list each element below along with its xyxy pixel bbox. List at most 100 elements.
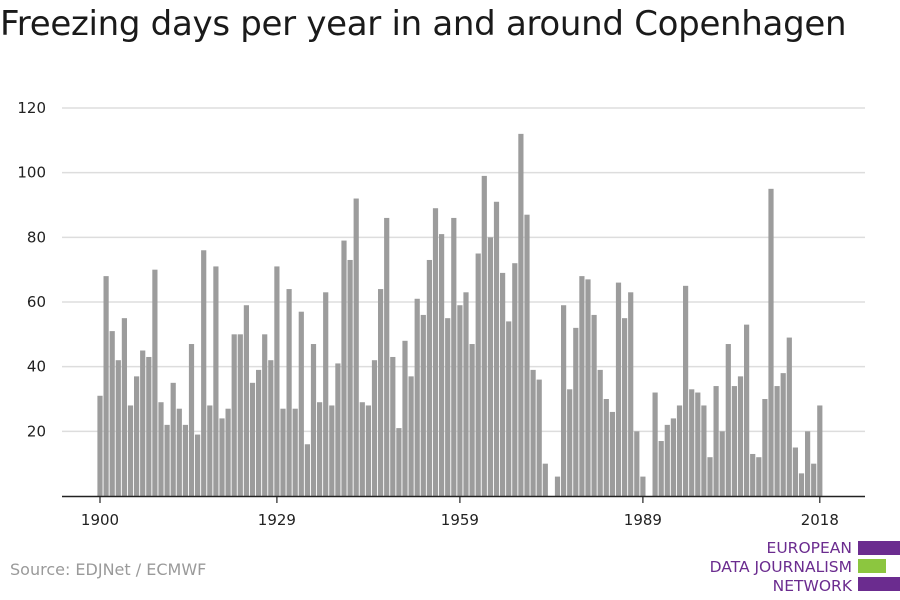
bar-1960 (463, 292, 469, 496)
bar-1915 (188, 344, 195, 496)
bar-1988 (634, 431, 640, 496)
bar-1906 (134, 376, 140, 496)
logo-bar-purple-bottom (858, 577, 900, 591)
bar-1944 (365, 405, 371, 496)
x-tick-label: 1929 (258, 511, 296, 529)
bar-1903 (115, 360, 121, 496)
bar-1975 (554, 476, 561, 496)
bar-1909 (152, 269, 158, 496)
bar-2001 (713, 386, 719, 496)
bar-1911 (164, 424, 170, 496)
bar-2009 (762, 399, 768, 496)
bar-1921 (225, 408, 231, 496)
bar-1977 (567, 389, 573, 496)
bar-1999 (701, 405, 707, 496)
bar-1957 (445, 318, 451, 496)
bar-1966 (500, 272, 506, 496)
bar-1991 (652, 392, 658, 496)
bar-1953 (420, 314, 426, 496)
bar-1942 (353, 198, 359, 496)
x-tick-label: 1989 (624, 511, 662, 529)
bar-1933 (298, 311, 304, 496)
x-tick-label: 1959 (441, 511, 479, 529)
bar-1947 (384, 217, 390, 496)
bar-1995 (676, 405, 683, 496)
bar-1973 (542, 463, 548, 496)
bar-2010 (768, 188, 774, 496)
bar-2014 (792, 447, 798, 496)
bar-1919 (213, 266, 219, 496)
bar-1907 (140, 350, 146, 496)
bar-1972 (536, 379, 542, 496)
bar-1994 (670, 418, 676, 496)
bar-1940 (341, 240, 347, 496)
bar-1917 (201, 250, 207, 496)
bar-1958 (451, 217, 457, 496)
bar-2002 (719, 431, 725, 496)
bar-1969 (518, 133, 524, 496)
bar-1912 (170, 382, 176, 496)
y-tick-label: 40 (27, 358, 46, 376)
bar-2016 (805, 431, 811, 496)
bar-1924 (243, 305, 249, 496)
bar-2008 (756, 457, 762, 496)
x-axis: 1900 1929 1959 1989 2018 (62, 495, 865, 529)
bar-1993 (664, 424, 670, 496)
bar-1930 (280, 408, 286, 496)
bar-1914 (182, 424, 188, 496)
bar-1970 (524, 214, 530, 496)
bar-1938 (329, 405, 335, 496)
y-tick-label: 120 (17, 99, 46, 117)
bar-1900 (97, 395, 103, 496)
bar-1941 (347, 259, 353, 496)
bar-1904 (121, 318, 127, 496)
bar-1945 (371, 360, 378, 496)
bar-1983 (603, 399, 609, 496)
bar-1950 (402, 340, 408, 496)
bar-1954 (426, 259, 432, 496)
bar-1920 (219, 418, 225, 496)
bar-1922 (231, 334, 237, 496)
source-note: Source: EDJNet / ECMWF (10, 560, 207, 579)
x-tick-label: 2018 (801, 511, 839, 529)
logo-line-1: EUROPEAN (766, 539, 852, 557)
bar-2005 (737, 376, 744, 496)
y-tick-label: 100 (17, 164, 46, 182)
logo-line-3: NETWORK (772, 577, 852, 595)
bar-1934 (304, 444, 310, 496)
bar-1968 (512, 263, 518, 496)
bar-2012 (780, 373, 786, 496)
bar-1932 (292, 408, 298, 496)
x-tick-label: 1900 (81, 511, 119, 529)
bar-1984 (609, 411, 615, 496)
bar-1946 (378, 289, 384, 496)
bar-1989 (640, 476, 646, 496)
bar-1963 (481, 175, 487, 496)
bar-1905 (127, 405, 134, 496)
bar-1965 (493, 201, 500, 496)
bar-1996 (683, 285, 689, 496)
bar-2004 (731, 386, 737, 496)
bar-1982 (597, 369, 603, 496)
bar-1918 (207, 405, 213, 496)
bar-1952 (414, 298, 420, 496)
bar-2007 (750, 453, 756, 496)
bar-1926 (256, 369, 262, 496)
bar-1908 (146, 356, 152, 496)
bar-1998 (695, 392, 701, 496)
bar-1967 (506, 321, 512, 496)
bar-1936 (317, 402, 323, 496)
chart-title: Freezing days per year in and around Cop… (0, 4, 847, 44)
bar-1925 (249, 382, 256, 496)
bar-1959 (457, 305, 463, 496)
logo-bar-green (858, 559, 900, 573)
bar-1902 (109, 331, 115, 496)
bar-2006 (744, 324, 750, 496)
bar-1962 (475, 253, 481, 496)
bar-1939 (335, 363, 341, 496)
bar-1978 (573, 327, 579, 496)
bar-1955 (432, 208, 439, 497)
bar-2011 (774, 386, 780, 496)
y-tick-label: 60 (27, 293, 46, 311)
